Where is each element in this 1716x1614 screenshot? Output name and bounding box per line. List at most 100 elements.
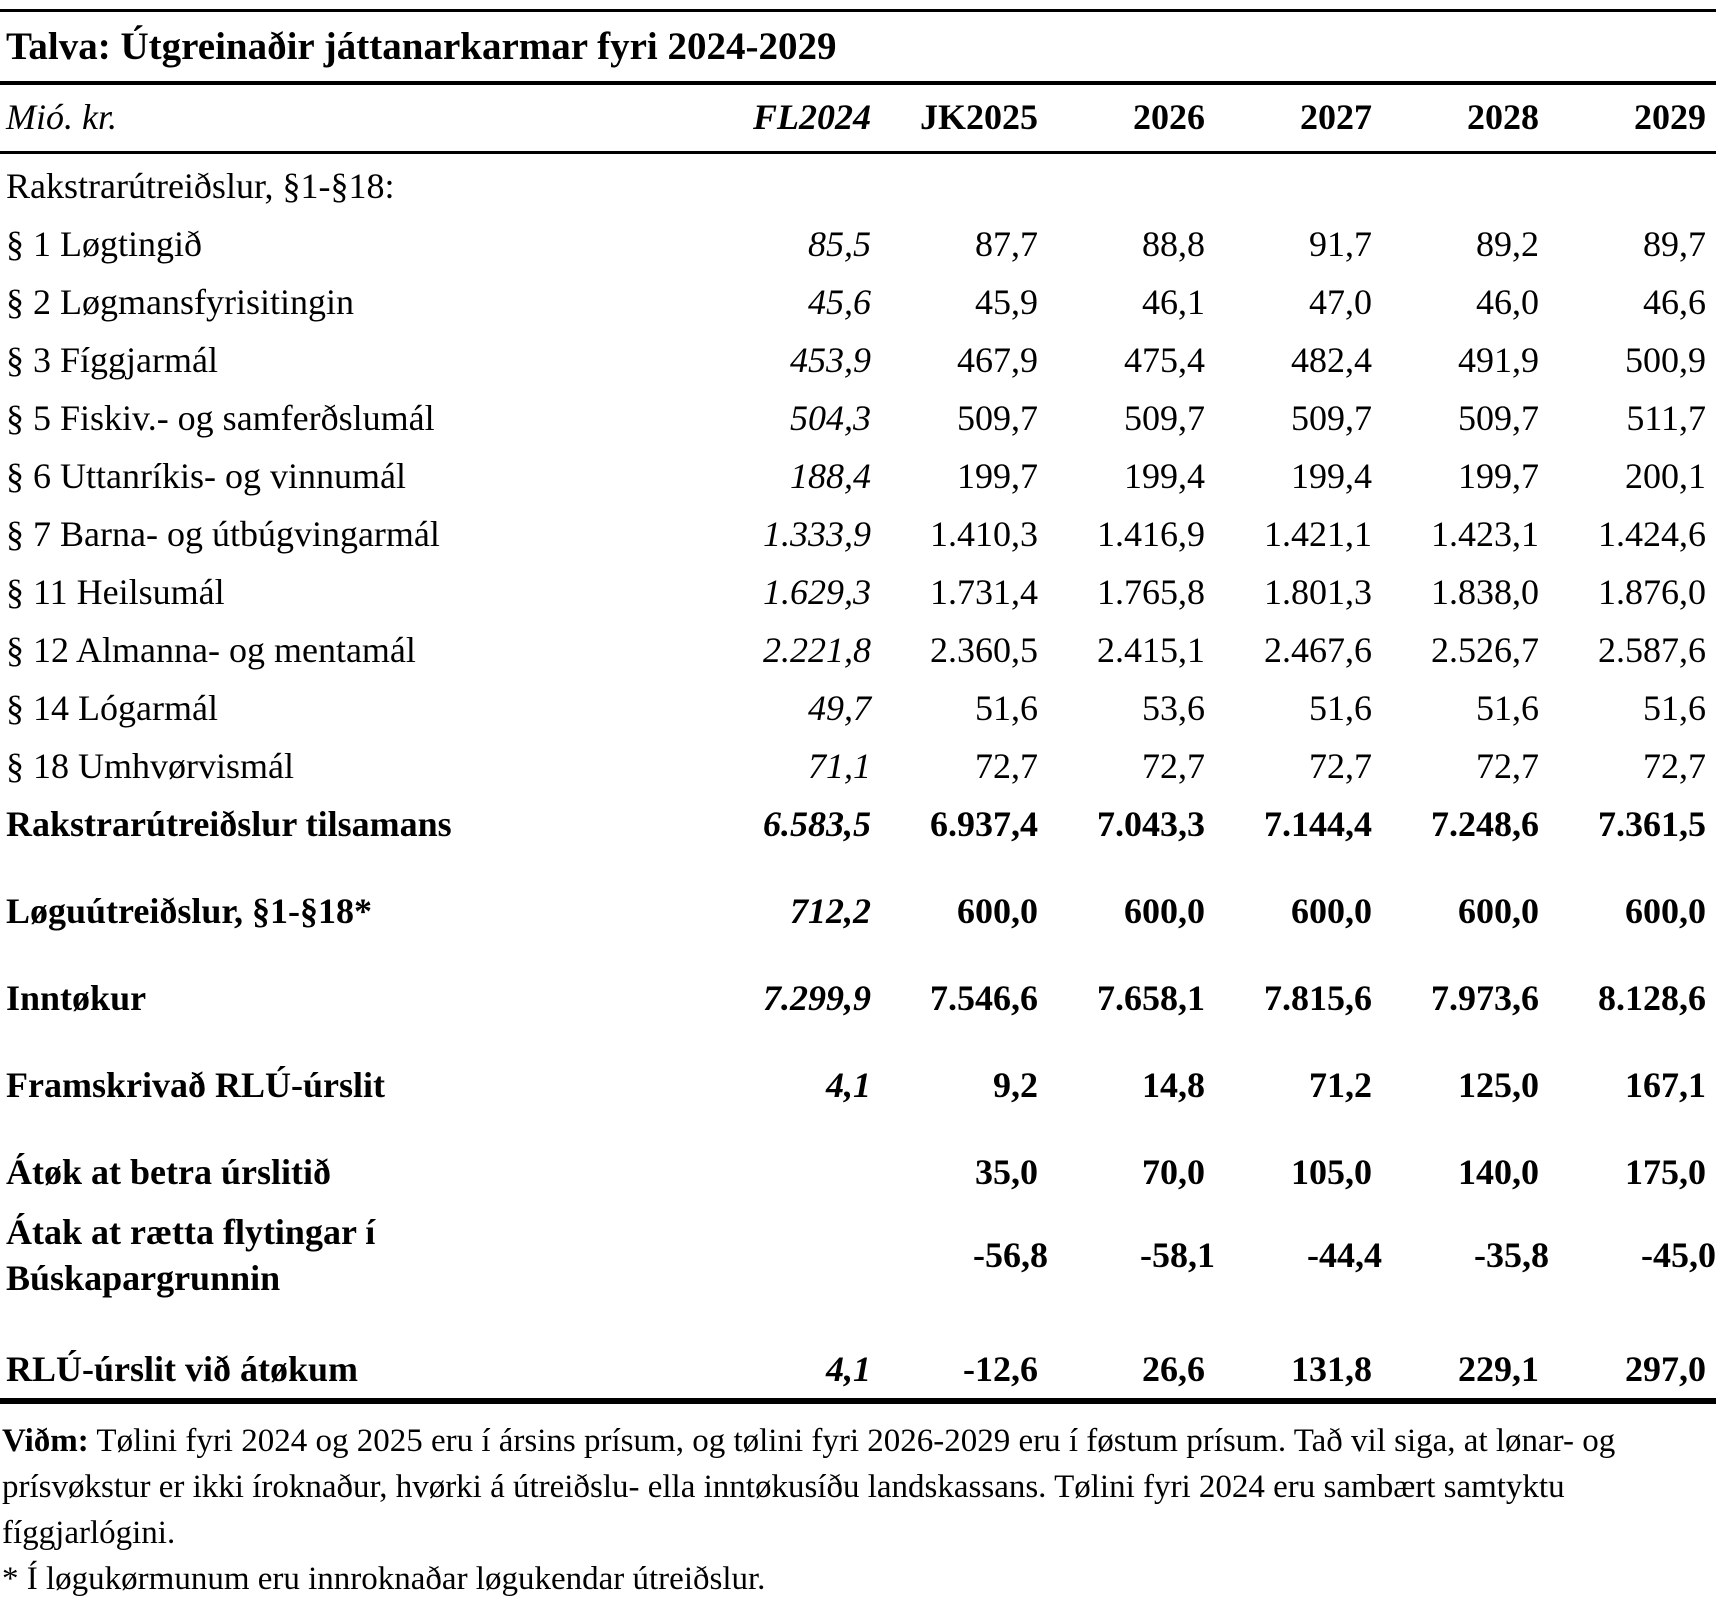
row-value: 509,7 — [1124, 398, 1205, 438]
row-label: Átak at rætta flytingar í Búskapargrunni… — [6, 1212, 376, 1298]
row-value: 1.876,0 — [1598, 572, 1706, 612]
row-value: 7.815,6 — [1264, 978, 1372, 1018]
row-value: 482,4 — [1291, 340, 1372, 380]
row-value: 475,4 — [1124, 340, 1205, 380]
row-value: 199,4 — [1291, 456, 1372, 496]
table-row: § 14 Lógarmál 49,7 51,6 53,6 51,6 51,6 51,6 — [0, 679, 1716, 737]
row-label: Inntøkur — [6, 978, 147, 1018]
budget-table-container: Talva: Útgreinaðir játtanarkarmar fyri 2… — [0, 9, 1716, 1404]
row-label: § 1 Løgtingið — [6, 224, 202, 264]
row-value: 2.526,7 — [1431, 630, 1539, 670]
row-value: 199,4 — [1124, 456, 1205, 496]
row-value: 1.424,6 — [1598, 514, 1706, 554]
row-value: 51,6 — [1643, 688, 1706, 728]
column-header-row: Mió. kr. FL2024 JK2025 2026 2027 2028 2029 — [0, 85, 1716, 154]
row-value: 46,1 — [1142, 282, 1205, 322]
row-value: 8.128,6 — [1598, 978, 1706, 1018]
row-value: 1.629,3 — [763, 572, 871, 612]
table-row: § 5 Fiskiv.- og samferðslumál 504,3 509,7 5… — [0, 389, 1716, 447]
row-value: -35,8 — [1474, 1235, 1549, 1275]
row-value: 45,9 — [975, 282, 1038, 322]
row-value: 6.937,4 — [930, 804, 1038, 844]
table-row: § 3 Fíggjarmál 453,9 467,9 475,4 482,4 491,9 5… — [0, 331, 1716, 389]
row-value: 46,6 — [1643, 282, 1706, 322]
row-value: 511,7 — [1626, 398, 1706, 438]
row-value: 6.583,5 — [763, 804, 871, 844]
row-value: 72,7 — [1476, 746, 1539, 786]
row-value: 229,1 — [1458, 1349, 1539, 1389]
row-value: 600,0 — [957, 891, 1038, 931]
row-value: -44,4 — [1307, 1235, 1382, 1275]
row-value: 712,2 — [790, 891, 871, 931]
row-value — [714, 1201, 881, 1311]
year-column-header: 2028 — [1382, 85, 1549, 154]
row-value: 89,7 — [1643, 224, 1706, 264]
row-value: 46,0 — [1476, 282, 1539, 322]
table-row: § 18 Umhvørvismál 71,1 72,7 72,7 72,7 72,7 72,… — [0, 737, 1716, 795]
footnote-paragraph: * Í løgukørmunum eru innroknaðar løguken… — [2, 1561, 766, 1597]
table-title: Talva: Útgreinaðir játtanarkarmar fyri 2… — [0, 12, 1716, 85]
row-value: 7.248,6 — [1431, 804, 1539, 844]
row-value: 140,0 — [1458, 1152, 1539, 1192]
row-value: 509,7 — [957, 398, 1038, 438]
row-value: 72,7 — [975, 746, 1038, 786]
row-value: 1.333,9 — [763, 514, 871, 554]
table-row: § 12 Almanna- og mentamál 2.221,8 2.360,5 2… — [0, 621, 1716, 679]
row-value: 1.838,0 — [1431, 572, 1539, 612]
row-value: 600,0 — [1625, 891, 1706, 931]
row-value: 85,5 — [808, 224, 871, 264]
row-value: 199,7 — [1458, 456, 1539, 496]
remark-label: Viðm: — [2, 1423, 89, 1459]
row-label: § 2 Løgmansfyrisitingin — [6, 282, 354, 322]
row-value: 200,1 — [1625, 456, 1706, 496]
year-column-header: 2029 — [1549, 85, 1716, 154]
row-value: 51,6 — [975, 688, 1038, 728]
remark-paragraph: Viðm: Tølini fyri 2024 og 2025 eru í árs… — [2, 1418, 1708, 1556]
row-value: 2.221,8 — [763, 630, 871, 670]
row-value: -45,0 — [1641, 1235, 1716, 1275]
row-value: 500,9 — [1625, 340, 1706, 380]
row-value: 199,7 — [957, 456, 1038, 496]
year-column-header: JK2025 — [881, 85, 1048, 154]
row-value: 71,1 — [808, 746, 871, 786]
row-value: -12,6 — [963, 1349, 1038, 1389]
row-value: 2.587,6 — [1598, 630, 1706, 670]
row-value: 7.658,1 — [1097, 978, 1205, 1018]
row-value: 1.416,9 — [1097, 514, 1205, 554]
row-label: RLÚ-úrslit við átøkum — [6, 1349, 359, 1389]
row-label: Løguútreiðslur, §1-§18* — [6, 891, 373, 931]
row-value: 105,0 — [1291, 1152, 1372, 1192]
row-value: 125,0 — [1458, 1065, 1539, 1105]
row-label: § 14 Lógarmál — [6, 688, 218, 728]
row-value: 35,0 — [975, 1152, 1038, 1192]
row-label: § 12 Almanna- og mentamál — [6, 630, 416, 670]
row-value: 89,2 — [1476, 224, 1539, 264]
row-value: 70,0 — [1142, 1152, 1205, 1192]
row-value: 72,7 — [1142, 746, 1205, 786]
table-row: Átøk at betra úrslitið 35,0 70,0 105,0 140,0… — [0, 1114, 1716, 1201]
row-value: 72,7 — [1309, 746, 1372, 786]
row-value: 491,9 — [1458, 340, 1539, 380]
row-value: -58,1 — [1140, 1235, 1215, 1275]
row-value: 467,9 — [957, 340, 1038, 380]
row-value: 26,6 — [1142, 1349, 1205, 1389]
row-value: 297,0 — [1625, 1349, 1706, 1389]
row-label: § 3 Fíggjarmál — [6, 340, 218, 380]
row-label: § 7 Barna- og útbúgvingarmál — [6, 514, 440, 554]
row-value: 88,8 — [1142, 224, 1205, 264]
row-value: 600,0 — [1291, 891, 1372, 931]
row-value: 7.973,6 — [1431, 978, 1539, 1018]
row-value: 2.415,1 — [1097, 630, 1205, 670]
row-value: 188,4 — [790, 456, 871, 496]
table-body: Rakstrarútreiðslur, §1-§18: § 1 Løgtingi… — [0, 153, 1716, 1402]
budget-table: Mió. kr. FL2024 JK2025 2026 2027 2028 2029 Ra… — [0, 85, 1716, 1404]
row-label: Átøk at betra úrslitið — [6, 1152, 331, 1192]
row-value: 49,7 — [808, 688, 871, 728]
remark-text: Tølini fyri 2024 og 2025 eru í ársins pr… — [2, 1423, 1616, 1551]
row-value: 1.423,1 — [1431, 514, 1539, 554]
row-value: 131,8 — [1291, 1349, 1372, 1389]
row-value: 509,7 — [1458, 398, 1539, 438]
row-value: 4,1 — [826, 1065, 871, 1105]
row-value: 600,0 — [1124, 891, 1205, 931]
